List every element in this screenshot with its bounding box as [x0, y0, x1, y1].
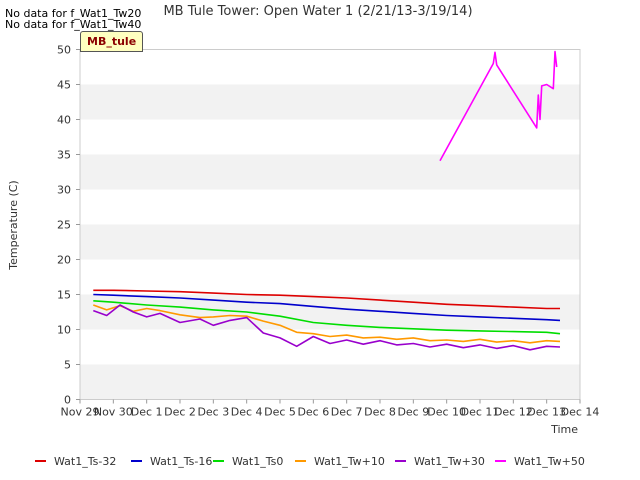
- plot-background: [80, 49, 580, 400]
- x-tick-label: Dec 6: [297, 406, 329, 419]
- x-tick-label: Nov 29: [61, 406, 100, 419]
- series-line-wat1-ts-32: [93, 289, 560, 310]
- y-tick-label: 20: [57, 254, 71, 267]
- y-tick-label: 25: [57, 219, 71, 232]
- legend-label-wat1-ts-16: Wat1_Ts-16: [150, 455, 212, 468]
- series-line-wat1-tw-50: [439, 50, 558, 162]
- y-tick-label: 35: [57, 149, 71, 162]
- x-tick-label: Dec 1: [131, 406, 163, 419]
- x-tick-label: Dec 5: [264, 406, 296, 419]
- y-tick-label: 45: [57, 79, 71, 92]
- y-tick-label: 15: [57, 289, 71, 302]
- series-line-wat1-ts0: [93, 300, 561, 335]
- x-tick-label: Dec 11: [461, 406, 500, 419]
- x-tick-label: Dec 3: [197, 406, 229, 419]
- x-tick-label: Dec 4: [231, 406, 263, 419]
- y-axis-ticks: 0 5 10 15 20 25 30 35 40 45 50: [57, 44, 80, 407]
- x-tick-label: Dec 2: [164, 406, 196, 419]
- band-0-5: [80, 364, 580, 400]
- x-axis-label: Time: [550, 423, 578, 436]
- y-tick-label: 10: [57, 324, 71, 337]
- x-tick-label: Dec 12: [494, 406, 533, 419]
- band-25-30: [80, 189, 580, 225]
- legend-label-wat1-tw-50: Wat1_Tw+50: [514, 455, 585, 468]
- band-30-35: [80, 154, 580, 190]
- legend-label-wat1-tw-30: Wat1_Tw+30: [414, 455, 485, 468]
- y-axis-label: Temperature (C): [7, 180, 20, 270]
- legend-label-wat1-ts-32: Wat1_Ts-32: [54, 455, 116, 468]
- x-tick-label: Dec 9: [397, 406, 429, 419]
- y-tick-label: 30: [57, 184, 71, 197]
- x-tick-label: Nov 30: [94, 406, 133, 419]
- series-line-wat1-ts-16: [93, 293, 561, 322]
- no-data-note-tw20: No data for f_Wat1_Tw20: [5, 7, 142, 20]
- no-data-note-tw40: No data for f_Wat1_Tw40: [5, 18, 142, 31]
- y-tick-label: 5: [64, 359, 71, 372]
- band-15-20: [80, 259, 580, 295]
- y-tick-label: 50: [57, 44, 71, 57]
- band-45-50: [80, 49, 580, 85]
- x-tick-label: Dec 10: [427, 406, 466, 419]
- series-line-wat1-tw-10: [93, 304, 561, 344]
- x-tick-label: Dec 13: [527, 406, 566, 419]
- x-tick-label: Dec 7: [331, 406, 363, 419]
- site-badge: MB_tule: [80, 31, 144, 52]
- series-line-wat1-tw-30: [93, 304, 561, 351]
- series-lines: [93, 50, 561, 351]
- band-35-40: [80, 119, 580, 155]
- legend: Wat1_Ts-32 Wat1_Ts-16 Wat1_Ts0 Wat1_Tw+10 Wa…: [35, 455, 585, 468]
- x-tick-label: Dec 14: [561, 406, 600, 419]
- x-tick-label: Dec 8: [364, 406, 396, 419]
- chart-title: MB Tule Tower: Open Water 1 (2/21/13-3/1…: [163, 4, 472, 19]
- legend-label-wat1-ts0: Wat1_Ts0: [232, 455, 283, 468]
- band-5-10: [80, 329, 580, 365]
- band-20-25: [80, 224, 580, 260]
- y-tick-label: 0: [64, 394, 71, 407]
- y-tick-label: 40: [57, 114, 71, 127]
- legend-label-wat1-tw-10: Wat1_Tw+10: [314, 455, 385, 468]
- band-40-45: [80, 84, 580, 120]
